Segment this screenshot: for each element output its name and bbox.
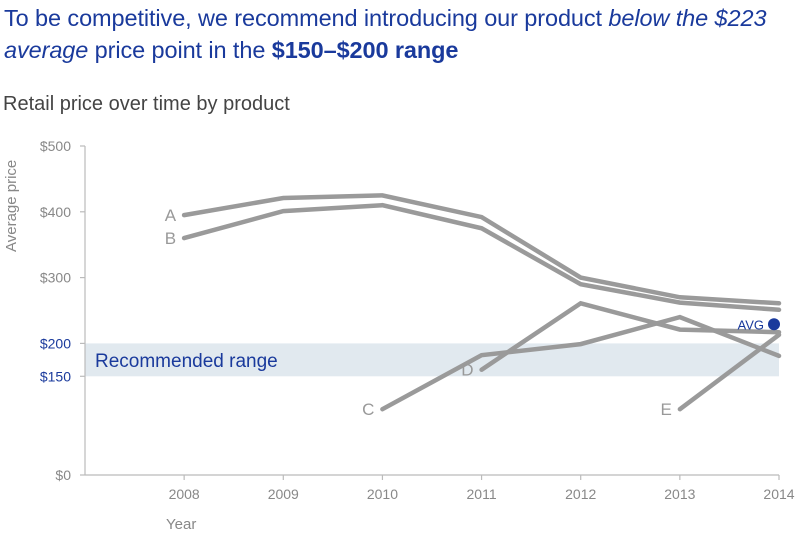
y-tick-label: $0 [55,467,71,483]
x-axis-title: Year [166,516,196,533]
average-label: AVG [738,317,765,332]
x-tick-label: 2011 [467,486,497,502]
series-label-a: A [165,206,177,225]
headline-text: To be competitive, we recommend introduc… [4,5,609,31]
y-tick-label: $200 [40,335,71,351]
x-tick-label: 2010 [367,486,398,502]
headline: To be competitive, we recommend introduc… [4,2,794,66]
y-tick-label: $150 [40,368,71,384]
recommended-range-band [85,343,779,377]
series-line-d [479,300,782,372]
y-axis-title: Average price [3,160,20,252]
series-label-d: D [461,361,473,380]
x-tick-label: 2013 [664,486,695,502]
average-marker [768,318,780,331]
series-label-b: B [165,229,176,248]
series-line-e [677,332,782,412]
x-tick-label: 2014 [763,486,794,502]
headline-emphasis: below the $223 average [4,5,767,63]
series-line-a [181,193,782,306]
y-tick-label: $400 [40,204,71,220]
headline-text-2: price point in the [88,37,272,63]
series-line-b [181,202,782,313]
series-label-e: E [661,400,672,419]
x-tick-label: 2008 [169,486,200,502]
y-tick-label: $300 [40,270,71,286]
x-tick-label: 2009 [268,486,299,502]
y-tick-label: $500 [40,138,71,154]
chart-title: Retail price over time by product [3,93,290,115]
headline-range: $150–$200 range [271,37,459,63]
series-label-c: C [362,400,374,419]
recommended-range-label: Recommended range [95,351,278,372]
x-tick-label: 2012 [565,486,596,502]
